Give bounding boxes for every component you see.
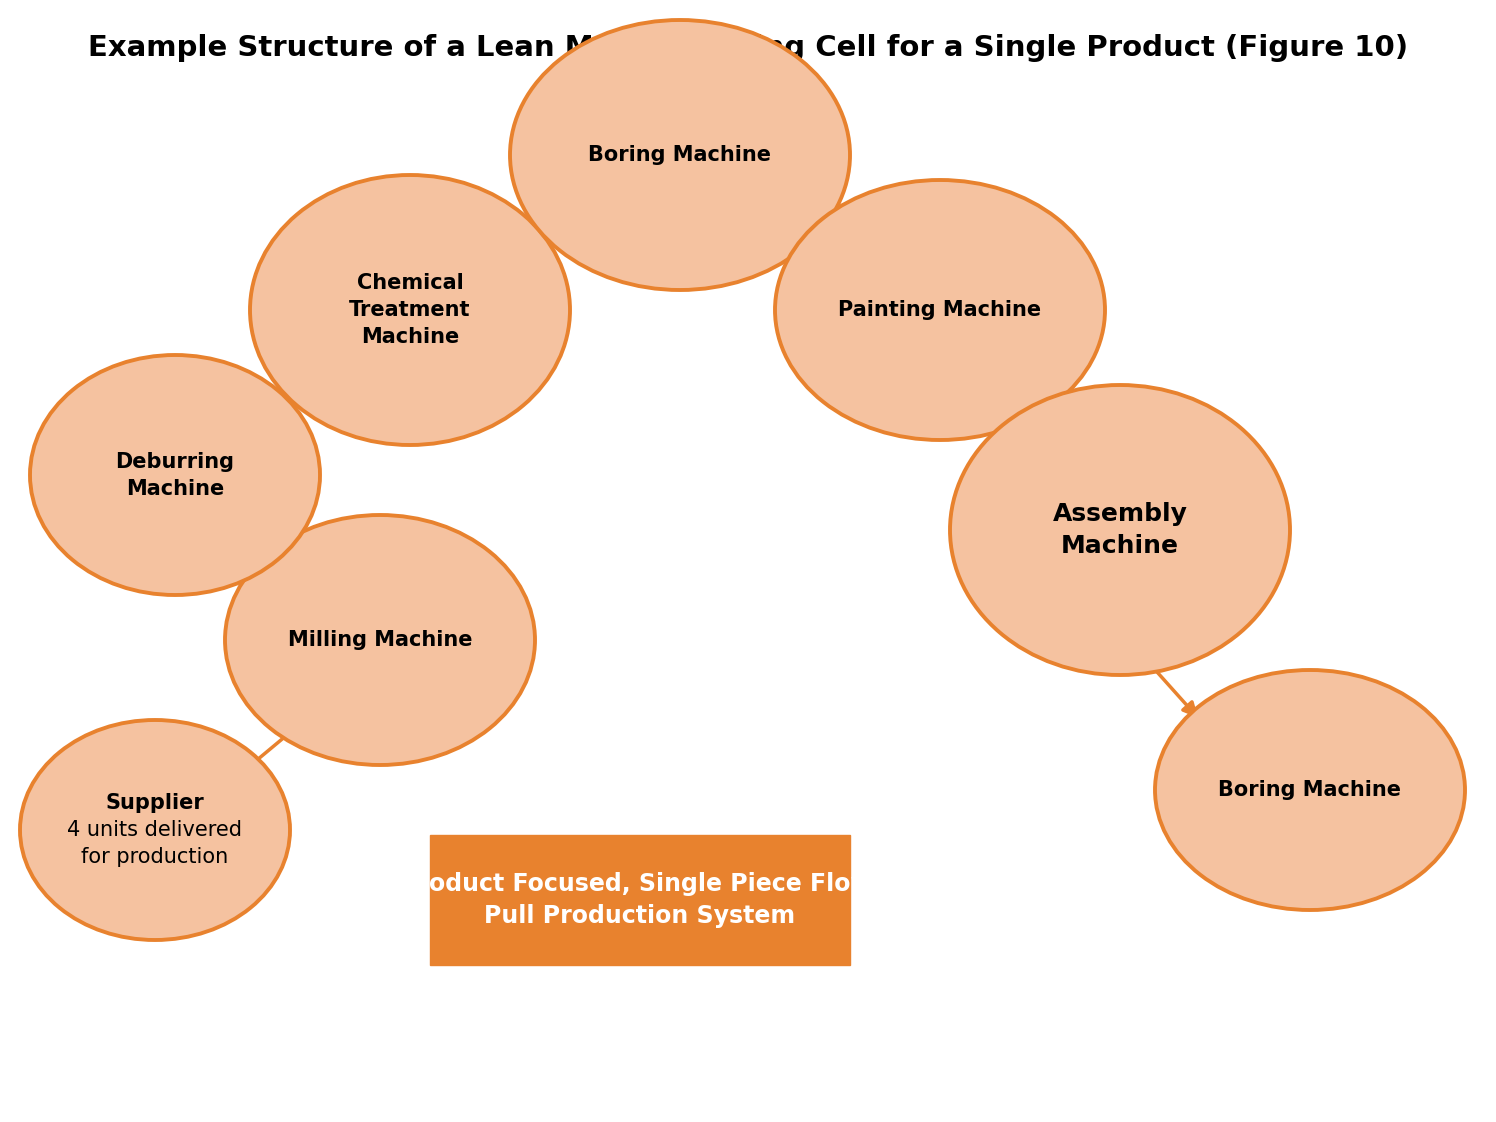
- Text: Treatment: Treatment: [349, 300, 471, 320]
- Text: Painting Machine: Painting Machine: [838, 300, 1041, 320]
- Ellipse shape: [775, 180, 1106, 440]
- Ellipse shape: [224, 515, 536, 765]
- Text: Chemical: Chemical: [356, 273, 464, 293]
- Ellipse shape: [950, 385, 1290, 675]
- Ellipse shape: [250, 175, 570, 445]
- Text: Boring Machine: Boring Machine: [1219, 780, 1402, 800]
- Text: Assembly: Assembly: [1053, 502, 1188, 526]
- Text: Boring Machine: Boring Machine: [588, 145, 772, 165]
- Ellipse shape: [19, 720, 290, 940]
- Text: Machine: Machine: [1061, 534, 1179, 559]
- Text: Machine: Machine: [361, 327, 459, 347]
- Text: Example Structure of a Lean Manufacturing Cell for a Single Product (Figure 10): Example Structure of a Lean Manufacturin…: [88, 34, 1408, 62]
- Text: Machine: Machine: [126, 478, 224, 498]
- Text: Deburring: Deburring: [115, 451, 235, 471]
- Ellipse shape: [30, 355, 320, 595]
- Text: Product Focused, Single Piece Flow,
Pull Production System: Product Focused, Single Piece Flow, Pull…: [399, 872, 880, 928]
- Text: Milling Machine: Milling Machine: [287, 629, 473, 650]
- Bar: [429, 835, 850, 965]
- Text: Supplier: Supplier: [106, 793, 205, 813]
- Text: 4 units delivered: 4 units delivered: [67, 820, 242, 840]
- Ellipse shape: [510, 20, 850, 289]
- Ellipse shape: [1155, 670, 1465, 910]
- Text: for production: for production: [81, 847, 229, 867]
